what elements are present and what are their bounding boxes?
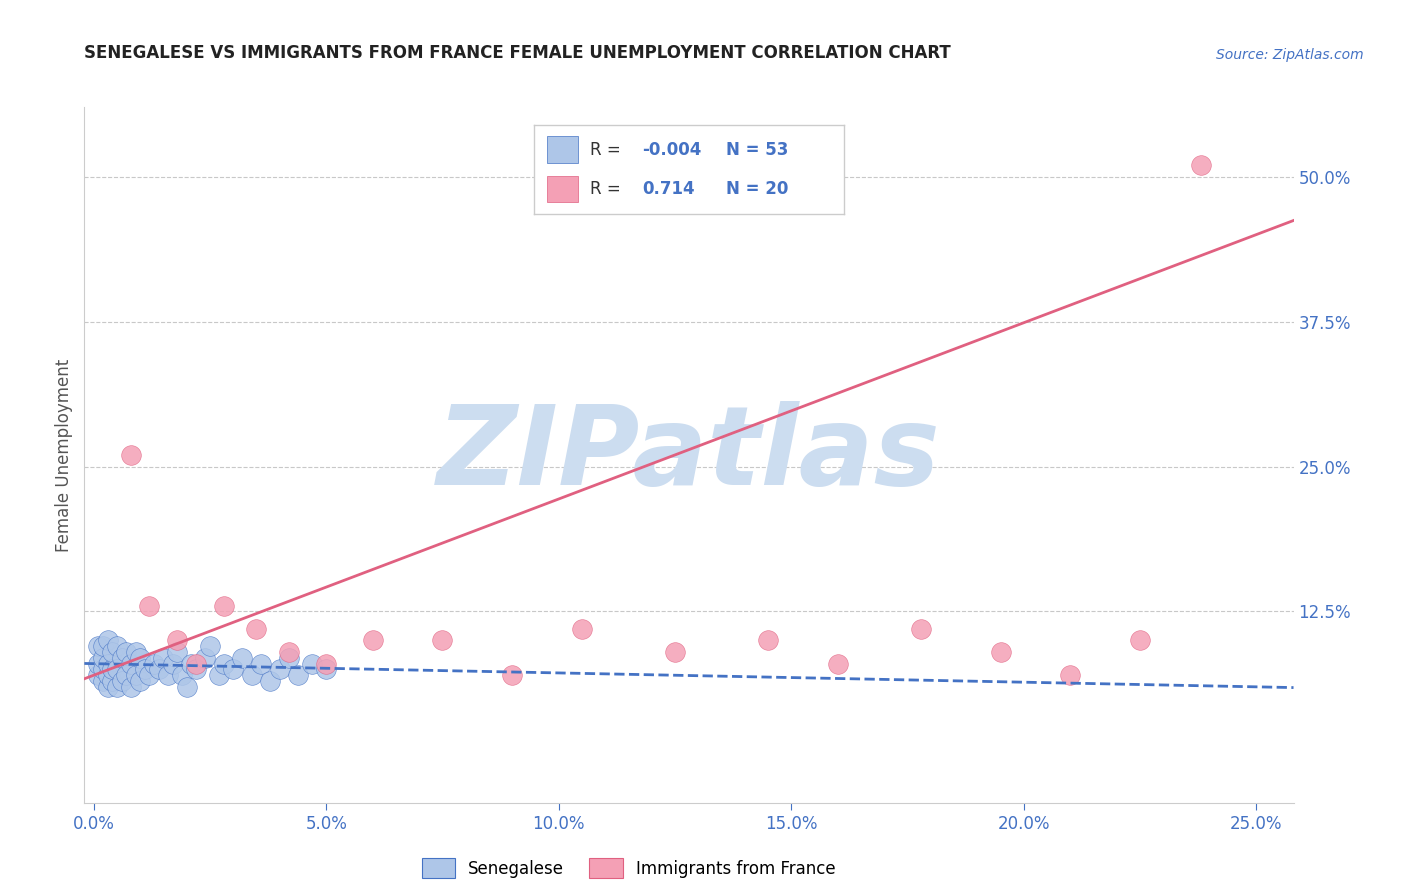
Point <box>162 657 184 671</box>
Point <box>91 662 114 677</box>
Point <box>180 657 202 671</box>
Legend: Senegalese, Immigrants from France: Senegalese, Immigrants from France <box>415 851 842 885</box>
Point <box>120 448 142 462</box>
Point <box>115 645 138 659</box>
Point <box>1189 158 1212 172</box>
Point <box>157 668 180 682</box>
Point <box>97 657 120 671</box>
Point <box>124 645 146 659</box>
Point <box>91 674 114 689</box>
Point <box>129 651 152 665</box>
Point <box>138 599 160 613</box>
Point <box>134 662 156 677</box>
Point <box>1059 668 1081 682</box>
Point <box>910 622 932 636</box>
Point <box>97 668 120 682</box>
Point <box>990 645 1012 659</box>
Point <box>432 633 454 648</box>
Point <box>129 674 152 689</box>
Bar <box>547 136 578 163</box>
Point <box>231 651 253 665</box>
Bar <box>547 176 578 202</box>
Point <box>166 633 188 648</box>
Point <box>87 668 110 682</box>
Point <box>184 657 207 671</box>
Point <box>208 668 231 682</box>
Point <box>664 645 686 659</box>
Point <box>269 662 291 677</box>
Point <box>91 639 114 653</box>
Point <box>97 680 120 694</box>
Point <box>287 668 309 682</box>
Point <box>91 651 114 665</box>
Y-axis label: Female Unemployment: Female Unemployment <box>55 359 73 551</box>
Point <box>278 645 301 659</box>
Point <box>101 645 124 659</box>
Point <box>101 662 124 677</box>
Point <box>501 668 523 682</box>
Point <box>301 657 323 671</box>
Point <box>170 668 193 682</box>
Point <box>1129 633 1152 648</box>
Point <box>176 680 198 694</box>
Text: R =: R = <box>591 180 620 198</box>
Point <box>115 668 138 682</box>
Point <box>143 657 166 671</box>
Point <box>184 662 207 677</box>
Point <box>250 657 273 671</box>
Point <box>105 662 128 677</box>
Point <box>240 668 263 682</box>
Text: R =: R = <box>591 141 620 159</box>
Point <box>87 639 110 653</box>
Point <box>124 668 146 682</box>
Point <box>194 651 217 665</box>
Point <box>152 651 174 665</box>
Text: 0.714: 0.714 <box>643 180 695 198</box>
Point <box>148 662 170 677</box>
Point <box>110 651 132 665</box>
Point <box>120 657 142 671</box>
Text: -0.004: -0.004 <box>643 141 702 159</box>
Point <box>259 674 281 689</box>
Text: SENEGALESE VS IMMIGRANTS FROM FRANCE FEMALE UNEMPLOYMENT CORRELATION CHART: SENEGALESE VS IMMIGRANTS FROM FRANCE FEM… <box>84 45 950 62</box>
Text: N = 53: N = 53 <box>725 141 789 159</box>
Point <box>110 674 132 689</box>
Point <box>222 662 245 677</box>
Point <box>97 633 120 648</box>
Point <box>138 668 160 682</box>
Point <box>278 651 301 665</box>
Point <box>361 633 384 648</box>
Text: N = 20: N = 20 <box>725 180 789 198</box>
Point <box>245 622 267 636</box>
Text: Source: ZipAtlas.com: Source: ZipAtlas.com <box>1216 48 1364 62</box>
Point <box>166 645 188 659</box>
Point <box>756 633 779 648</box>
Point <box>120 680 142 694</box>
Point <box>212 599 235 613</box>
Point <box>315 662 337 677</box>
Point <box>198 639 221 653</box>
Point <box>827 657 849 671</box>
Point <box>105 639 128 653</box>
Point <box>315 657 337 671</box>
Point <box>105 680 128 694</box>
Point <box>87 657 110 671</box>
Point <box>212 657 235 671</box>
Point <box>571 622 593 636</box>
Point <box>101 674 124 689</box>
Text: ZIPatlas: ZIPatlas <box>437 401 941 508</box>
